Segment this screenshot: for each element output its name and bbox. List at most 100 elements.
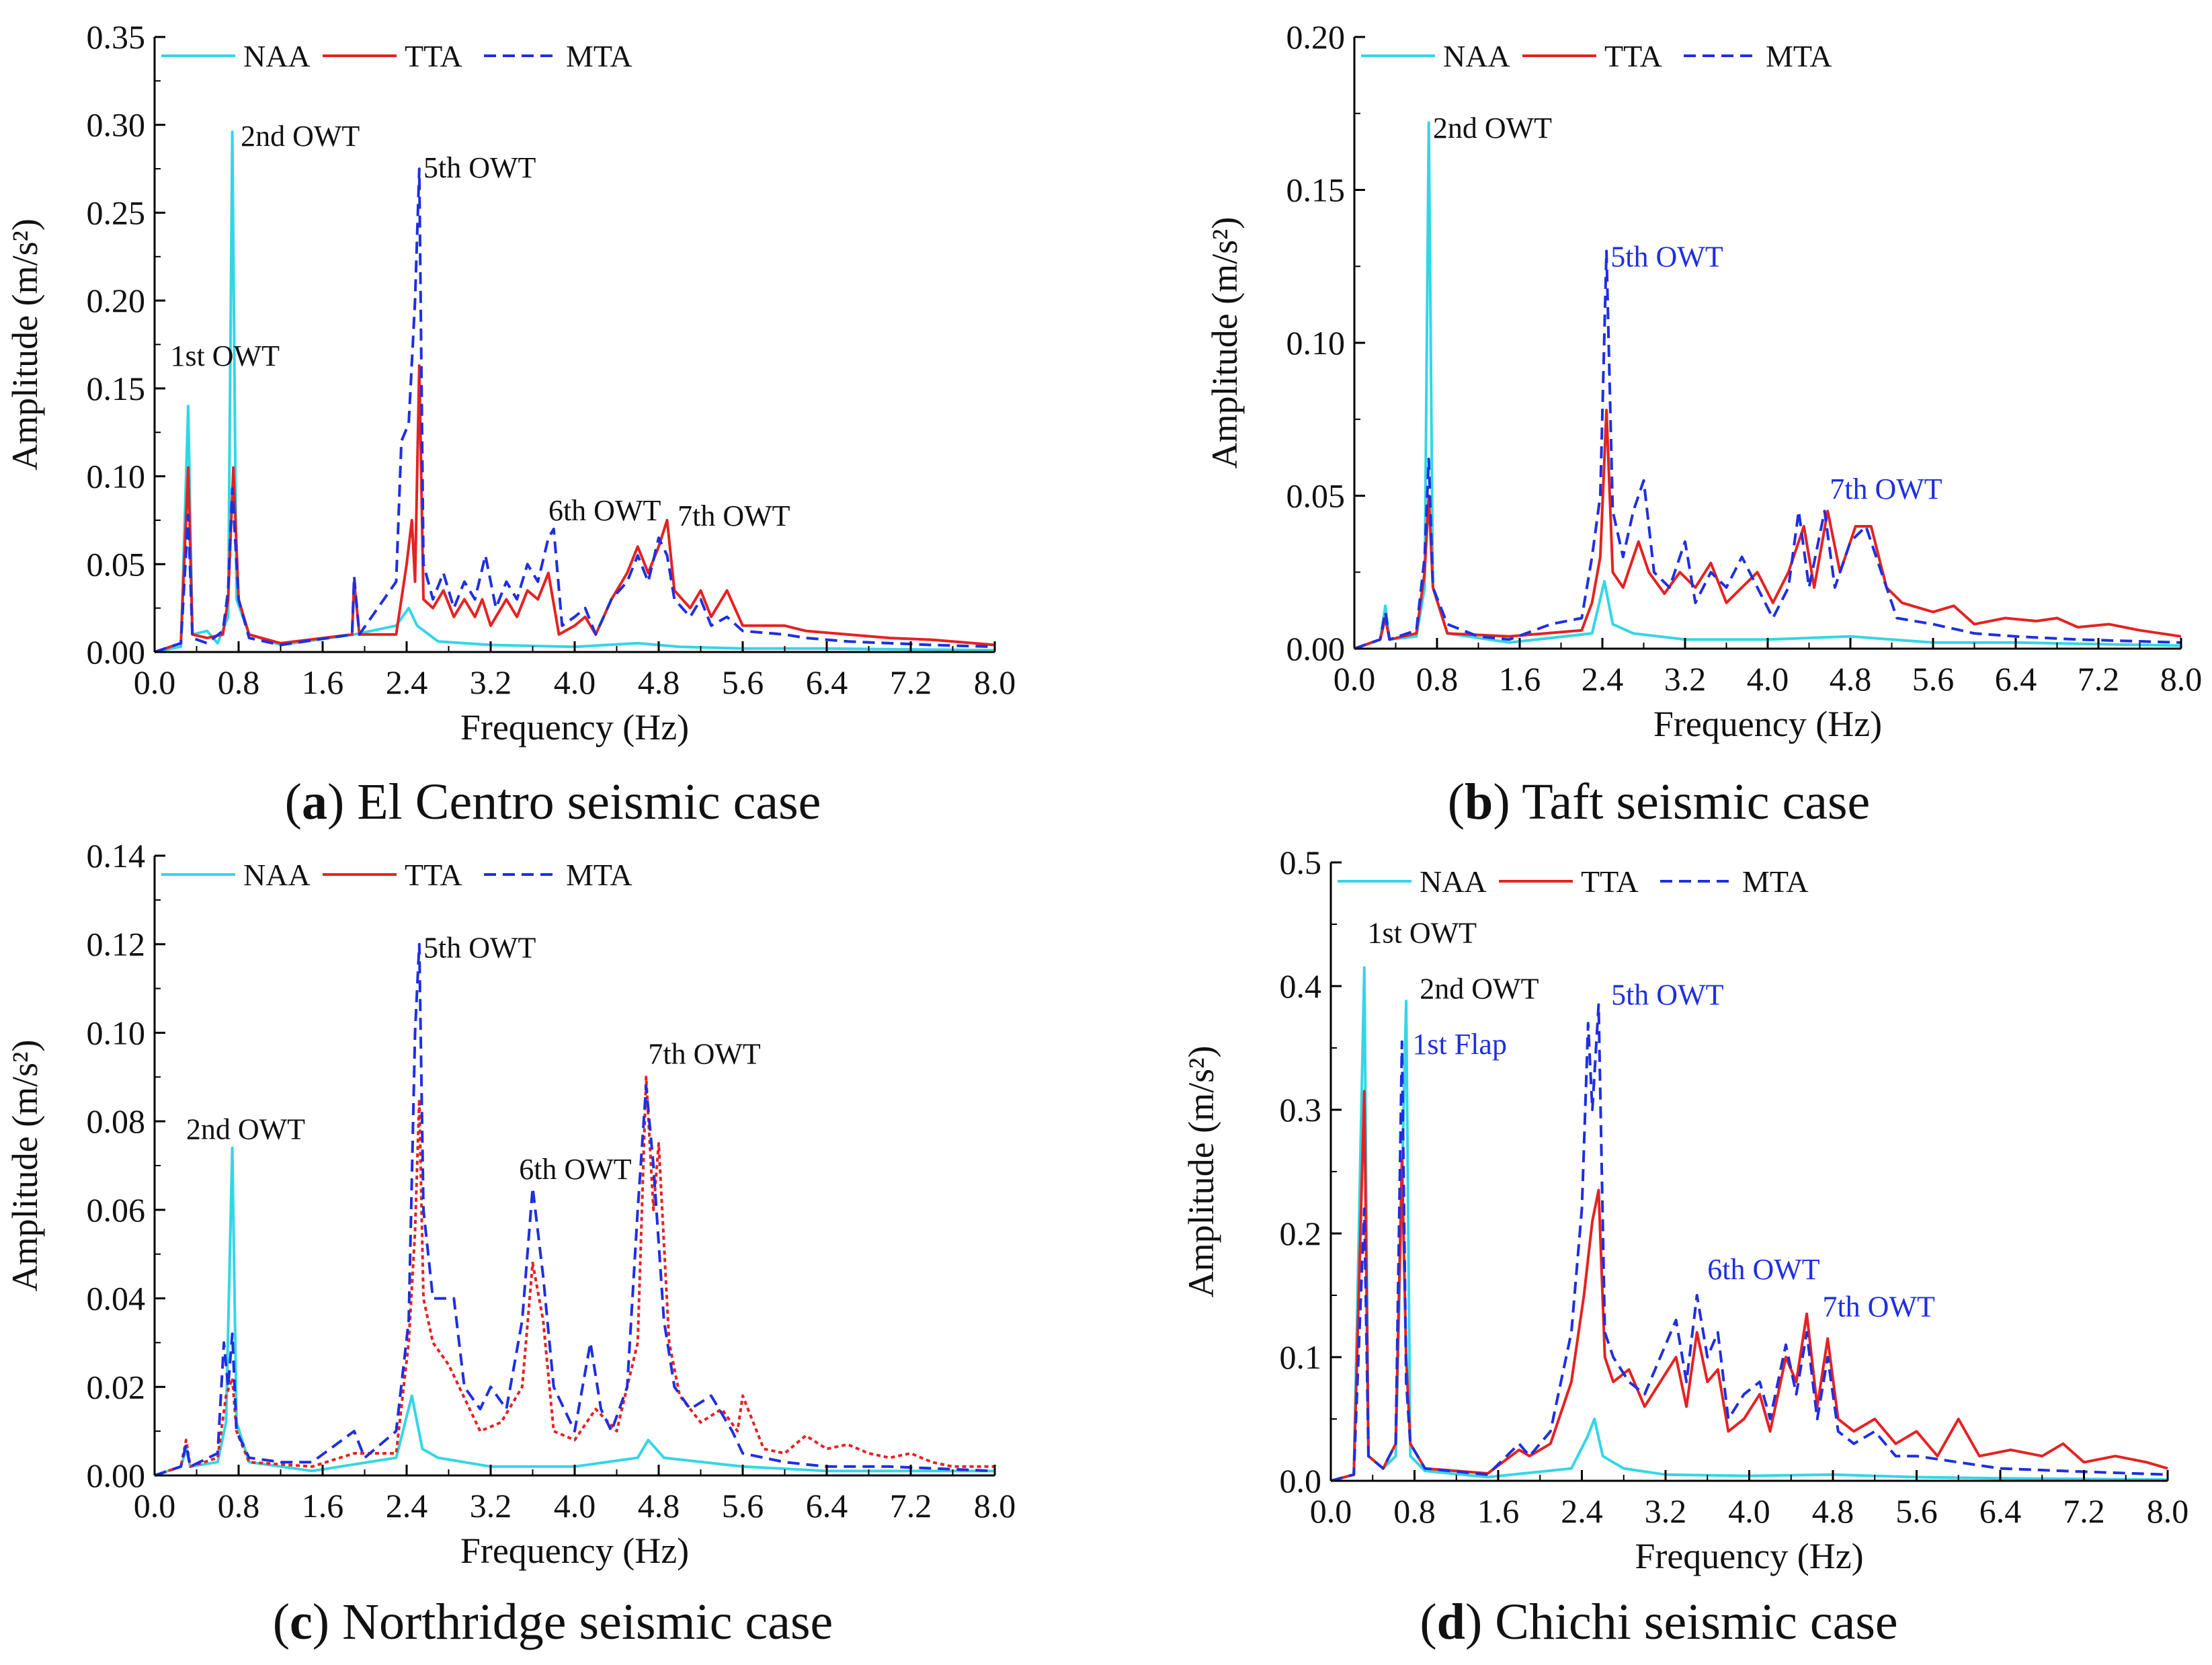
- x-tick-label: 4.8: [1812, 1492, 1854, 1530]
- y-tick-label: 0.20: [87, 282, 146, 319]
- caption-a: (a) El Centro seismic case: [284, 774, 821, 830]
- peak-annotation: 1st OWT: [170, 339, 280, 372]
- y-tick-label: 0.30: [87, 106, 146, 144]
- x-tick-label: 0.0: [1310, 1492, 1352, 1530]
- y-tick-label: 0.10: [87, 458, 146, 495]
- x-tick-label: 5.6: [722, 1487, 764, 1525]
- peak-annotation: 1st Flap: [1412, 1028, 1507, 1061]
- series-group: [154, 942, 995, 1477]
- chart-panel-d: 0.0 0.8 1.6 2.4 3.2 4.0 4.8 5.6 6.4 7.2 8.0 0.0 0.1 0…: [1181, 844, 2189, 1576]
- peak-annotation: 6th OWT: [548, 494, 661, 527]
- peak-annotation: 5th OWT: [423, 151, 536, 184]
- peak-annotation: 7th OWT: [1830, 473, 1942, 505]
- x-tick-label: 7.2: [890, 1487, 932, 1525]
- x-tick-label: 4.0: [554, 663, 596, 701]
- caption-b-text: Taft seismic case: [1522, 774, 1871, 830]
- series-line-naa: [154, 1146, 995, 1477]
- x-tick-label: 0.0: [134, 663, 176, 701]
- legend-label-tta: TTA: [1581, 864, 1639, 899]
- x-tick-label: 4.0: [554, 1487, 596, 1525]
- y-tick-label: 0.06: [87, 1191, 146, 1229]
- x-tick-label: 3.2: [1664, 660, 1707, 698]
- y-tick-label: 0.35: [87, 18, 146, 56]
- legend-label-mta: MTA: [1766, 39, 1832, 73]
- peak-annotation: 5th OWT: [1611, 979, 1724, 1012]
- legend-label-mta: MTA: [566, 39, 632, 73]
- x-tick-label: 6.4: [806, 1487, 848, 1525]
- y-tick-label: 0.02: [87, 1368, 146, 1406]
- y-tick-label: 0.25: [87, 194, 146, 231]
- caption-d: (d) Chichi seismic case: [1420, 1594, 1898, 1650]
- y-axis-label: Amplitude (m/s²): [1181, 1046, 1221, 1298]
- caption-b: (b) Taft seismic case: [1447, 774, 1871, 830]
- x-axis-label: Frequency (Hz): [460, 707, 689, 747]
- y-tick-label: 0.2: [1280, 1215, 1322, 1252]
- series-line-mta: [1330, 1003, 2168, 1482]
- x-tick-label: 3.2: [470, 663, 512, 701]
- caption-a-text: El Centro seismic case: [357, 774, 821, 830]
- peak-annotation: 1st OWT: [1367, 917, 1477, 950]
- legend-label-tta: TTA: [405, 858, 462, 892]
- y-tick-label: 0.08: [87, 1102, 146, 1140]
- x-tick-label: 0.8: [218, 1487, 260, 1525]
- legend-label-tta: TTA: [1604, 39, 1662, 73]
- caption-d-text: Chichi seismic case: [1495, 1594, 1898, 1650]
- x-tick-label: 0.8: [1416, 660, 1459, 698]
- caption-c: (c) Northridge seismic case: [272, 1594, 833, 1650]
- x-tick-label: 5.6: [722, 663, 764, 701]
- series-group: [1330, 966, 2168, 1482]
- x-tick-label: 0.8: [1393, 1492, 1436, 1530]
- y-tick-label: 0.5: [1280, 844, 1322, 881]
- legend-label-naa: NAA: [1420, 864, 1487, 899]
- peak-annotation: 2nd OWT: [1433, 112, 1552, 145]
- y-tick-label: 0.20: [1286, 18, 1346, 56]
- peak-annotation: 6th OWT: [519, 1153, 632, 1186]
- chart-panel-b: 0.0 0.8 1.6 2.4 3.2 4.0 4.8 5.6 6.4 7.2 8.0 0.00 0.0…: [1204, 18, 2203, 744]
- peak-annotation: 7th OWT: [678, 499, 790, 532]
- x-axis-label: Frequency (Hz): [1635, 1536, 1863, 1576]
- peak-annotation: 7th OWT: [648, 1038, 761, 1071]
- legend-label-mta: MTA: [1742, 864, 1809, 899]
- x-tick-label: 5.6: [1912, 660, 1955, 698]
- x-tick-label: 4.8: [638, 663, 680, 701]
- peak-annotation: 2nd OWT: [241, 120, 360, 153]
- series-line-naa: [154, 130, 995, 653]
- y-tick-label: 0.15: [87, 370, 146, 407]
- x-tick-label: 1.6: [302, 1487, 344, 1525]
- x-tick-label: 0.0: [134, 1487, 176, 1525]
- peak-annotation: 2nd OWT: [1420, 972, 1539, 1005]
- x-tick-label: 8.0: [2160, 660, 2203, 698]
- y-tick-label: 0.05: [87, 545, 146, 583]
- x-tick-label: 4.8: [638, 1487, 680, 1525]
- legend-label-naa: NAA: [243, 858, 311, 892]
- y-axis-label: Amplitude (m/s²): [1204, 217, 1245, 469]
- y-tick-label: 0.1: [1280, 1338, 1322, 1376]
- y-tick-label: 0.00: [1286, 630, 1346, 667]
- y-tick-label: 0.10: [87, 1014, 146, 1051]
- chart-panel-a: 0.0 0.8 1.6 2.4 3.2 4.0 4.8 5.6 6.4 7.2 8.0 0.00 0.0…: [5, 18, 1016, 747]
- x-axis-label: Frequency (Hz): [1653, 704, 1882, 744]
- x-tick-label: 6.4: [1979, 1492, 2022, 1530]
- x-tick-label: 4.8: [1830, 660, 1872, 698]
- peak-annotation: 2nd OWT: [186, 1112, 305, 1145]
- x-tick-label: 3.2: [470, 1487, 512, 1525]
- x-tick-label: 0.0: [1334, 660, 1376, 698]
- series-group: [1354, 121, 2182, 650]
- peak-annotation: 5th OWT: [423, 931, 536, 964]
- series-line-mta: [154, 942, 995, 1477]
- y-tick-label: 0.00: [87, 633, 146, 671]
- x-tick-label: 0.8: [218, 663, 260, 701]
- series-line-tta: [1354, 409, 2182, 650]
- peak-annotation: 6th OWT: [1707, 1253, 1820, 1286]
- x-tick-label: 6.4: [1995, 660, 2037, 698]
- y-axis-label: Amplitude (m/s²): [5, 1040, 45, 1292]
- legend: NAA TTA MTA: [161, 39, 632, 73]
- x-tick-label: 8.0: [2147, 1492, 2189, 1530]
- x-tick-label: 3.2: [1645, 1492, 1687, 1530]
- x-tick-label: 6.4: [806, 663, 848, 701]
- series-line-naa: [1354, 121, 2182, 650]
- x-tick-label: 2.4: [1561, 1492, 1603, 1530]
- x-tick-label: 2.4: [1582, 660, 1624, 698]
- chart-panel-c: 0.0 0.8 1.6 2.4 3.2 4.0 4.8 5.6 6.4 7.2 8.0 0.00 0.0…: [5, 837, 1016, 1571]
